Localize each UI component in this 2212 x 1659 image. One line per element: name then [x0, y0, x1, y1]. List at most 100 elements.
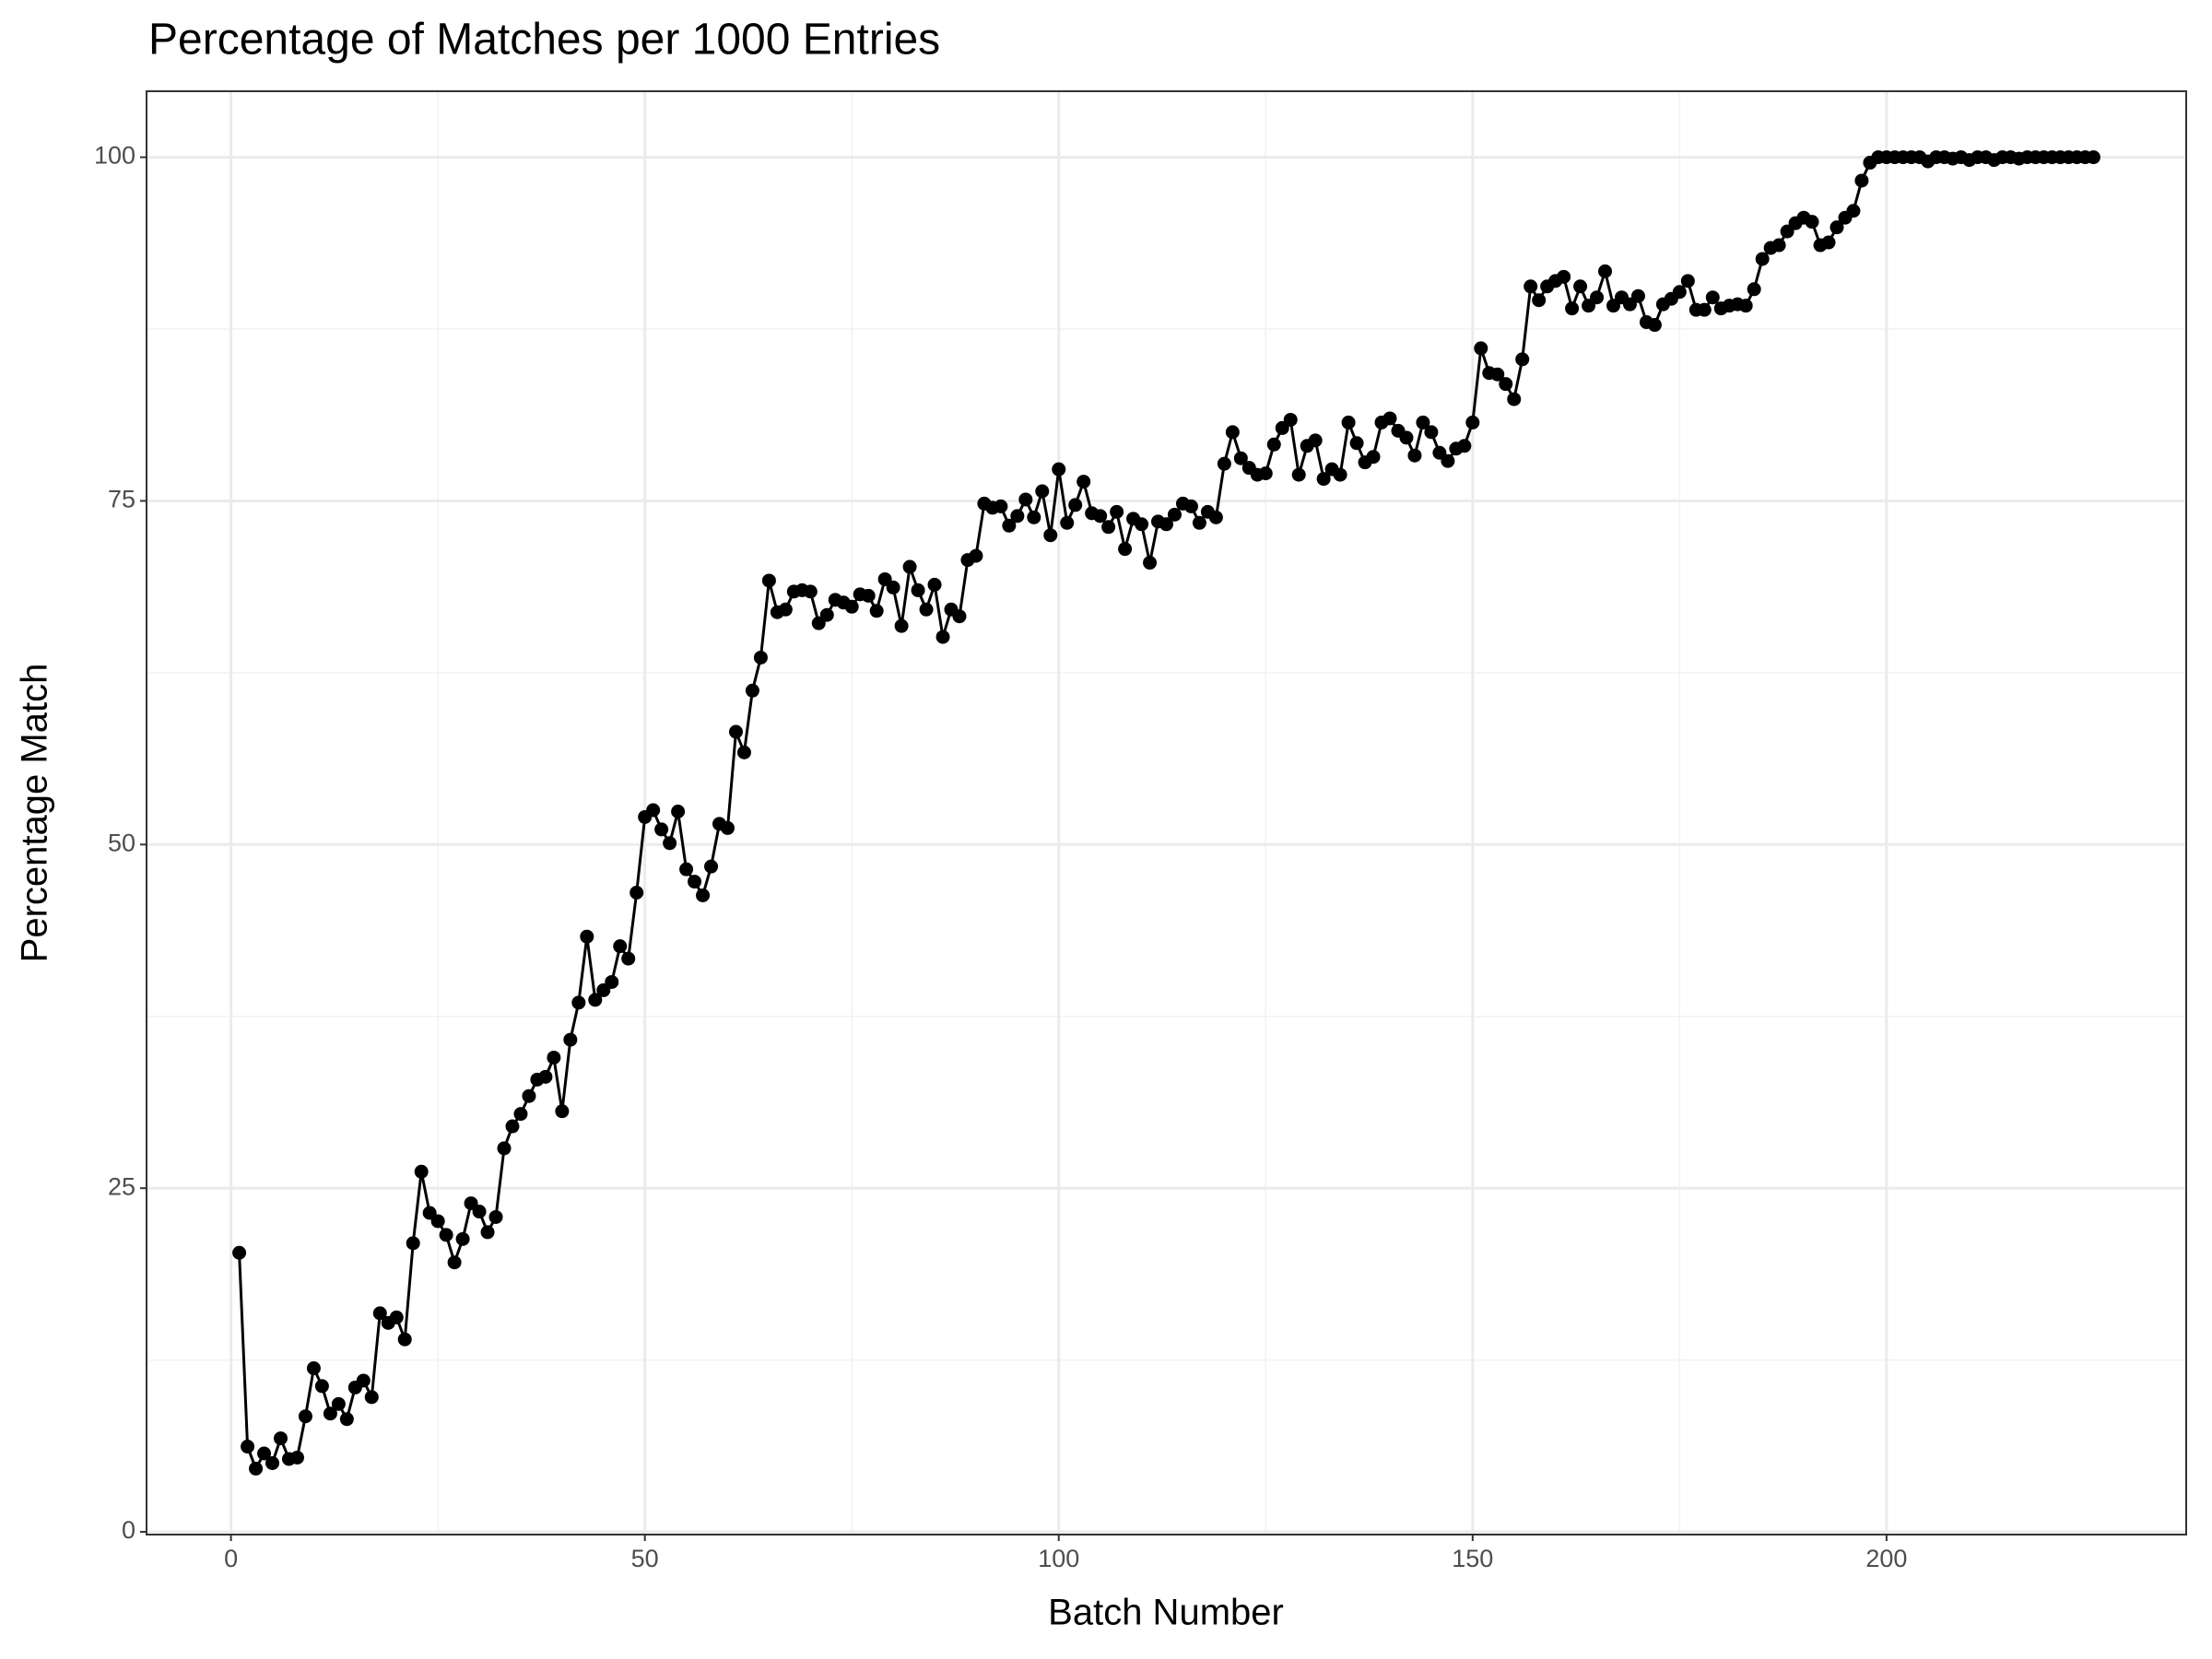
data-point — [861, 588, 876, 603]
data-point — [1183, 499, 1198, 513]
data-point — [364, 1390, 379, 1405]
data-point — [1135, 517, 1149, 532]
data-point — [1507, 392, 1522, 406]
data-point — [911, 582, 925, 597]
x-tick-label: 100 — [1038, 1545, 1079, 1572]
data-point — [671, 805, 686, 819]
data-point — [679, 862, 694, 877]
x-tick-label: 200 — [1865, 1545, 1907, 1572]
data-point — [1093, 509, 1108, 524]
data-point — [1225, 425, 1240, 440]
data-point — [1110, 504, 1124, 519]
x-tick-label: 50 — [631, 1545, 659, 1572]
data-point — [1266, 437, 1281, 452]
data-point — [1738, 299, 1753, 313]
data-point — [803, 584, 818, 599]
data-point — [1532, 293, 1547, 308]
data-point — [232, 1245, 247, 1260]
data-point — [563, 1032, 578, 1047]
data-point — [2086, 150, 2100, 165]
data-point — [257, 1446, 272, 1461]
plot-marks — [232, 150, 2100, 1476]
data-point — [1143, 556, 1158, 571]
data-point — [869, 604, 884, 618]
data-point — [1399, 430, 1414, 445]
data-point — [430, 1214, 445, 1229]
data-point — [1630, 288, 1645, 303]
data-point — [629, 886, 644, 900]
data-point — [306, 1361, 321, 1376]
data-point — [720, 820, 735, 835]
data-point — [314, 1379, 329, 1394]
data-point — [745, 683, 759, 698]
data-point — [265, 1455, 280, 1470]
data-point — [663, 836, 677, 851]
y-tick-label: 100 — [94, 142, 135, 170]
data-point — [1349, 436, 1364, 451]
data-point — [1018, 492, 1033, 507]
data-point — [778, 602, 793, 617]
data-point — [538, 1069, 553, 1084]
data-point — [1233, 451, 1248, 465]
data-point — [1341, 415, 1356, 429]
data-point — [356, 1373, 371, 1388]
y-tick-label: 75 — [108, 486, 135, 513]
data-point — [902, 559, 917, 574]
data-point — [472, 1205, 487, 1219]
data-point — [1573, 279, 1588, 294]
data-point — [1474, 341, 1488, 356]
data-point — [1101, 520, 1116, 535]
data-point — [522, 1088, 536, 1103]
data-point — [488, 1209, 503, 1224]
data-point — [1805, 215, 1819, 229]
data-point — [646, 803, 661, 818]
data-point — [894, 618, 909, 633]
data-point — [1771, 238, 1786, 253]
data-point — [1010, 509, 1025, 524]
data-point — [1647, 318, 1662, 333]
data-point — [1830, 220, 1844, 235]
data-point — [480, 1225, 495, 1240]
x-axis-label: Batch Number — [1048, 1593, 1284, 1633]
data-point — [728, 724, 743, 739]
data-point — [414, 1164, 429, 1179]
data-point — [439, 1228, 453, 1242]
data-point — [952, 609, 967, 624]
data-point — [736, 745, 751, 759]
data-point — [1027, 510, 1041, 524]
data-point — [513, 1107, 528, 1122]
data-point — [372, 1306, 387, 1321]
x-tick-label: 0 — [224, 1545, 238, 1572]
data-point — [331, 1396, 346, 1411]
data-point — [323, 1406, 337, 1421]
data-point — [605, 974, 619, 989]
data-point — [1680, 274, 1695, 288]
data-point — [927, 577, 942, 592]
data-point — [994, 499, 1008, 513]
data-point — [406, 1236, 420, 1251]
data-point — [1755, 252, 1770, 266]
data-point — [497, 1141, 512, 1156]
data-point — [1598, 264, 1613, 278]
data-point — [1499, 377, 1513, 392]
data-point — [1060, 515, 1075, 530]
data-point — [547, 1050, 561, 1065]
data-point — [1407, 448, 1422, 463]
data-point — [580, 929, 594, 944]
data-point — [1565, 301, 1580, 316]
data-point — [844, 599, 859, 614]
data-point — [1590, 290, 1605, 305]
data-point — [1557, 269, 1571, 284]
data-point — [505, 1119, 520, 1134]
data-point — [571, 995, 586, 1010]
data-point — [397, 1332, 412, 1347]
data-point — [555, 1104, 570, 1119]
data-point — [1441, 453, 1455, 468]
data-point — [935, 629, 950, 644]
y-axis-label: Percentage Match — [15, 664, 55, 963]
data-point — [1366, 450, 1381, 465]
data-point — [753, 650, 768, 665]
data-point — [613, 939, 628, 954]
data-point — [249, 1461, 264, 1476]
